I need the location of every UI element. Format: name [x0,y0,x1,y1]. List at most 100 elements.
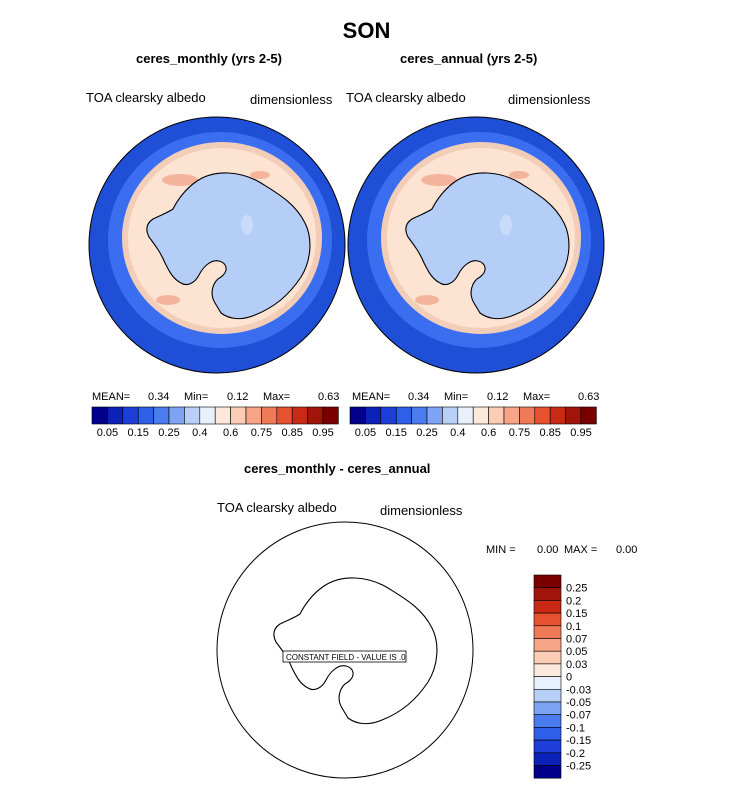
panel-1-colorbar-label: 0.95 [312,427,333,439]
diff-colorbar-swatch [533,587,562,601]
diff-annotation: CONSTANT FIELD - VALUE IS .0 [286,653,406,662]
panel-2-map [347,116,605,374]
page-title: SON [342,18,391,43]
panel-2-colorbar: 0.05 0.15 0.25 0.4 0.6 0.75 0.85 0.95 [349,406,597,439]
diff-colorbar-label: -0.25 [566,761,591,773]
panel-2-colorbar-swatch [503,406,520,425]
panel-2-colorbar-swatch [565,406,582,425]
diff-colorbar-label: -0.15 [566,735,591,747]
panel-2-colorbar-label: 0.15 [385,427,406,439]
panel-1-mean-label: MEAN= [92,391,130,403]
diff-colorbar-swatch [533,714,562,728]
panel-2-colorbar-swatch [580,406,597,425]
panel-2-units: dimensionless [508,92,591,107]
diff-colorbar-swatch [533,676,562,690]
diff-colorbar-swatch [533,752,562,766]
panel-2-colorbar-label: 0.4 [450,427,465,439]
panel-2-highland [500,215,512,235]
panel-2-colorbar-swatch [411,406,428,425]
panel-2-variable: TOA clearsky albedo [346,90,466,105]
diff-colorbar-swatch [533,765,562,779]
panel-1-colorbar-swatch [307,406,324,425]
panel-2-colorbar-label: 0.75 [509,427,530,439]
panel-1-mean: 0.34 [148,391,169,403]
panel-1-colorbar-label: 0.25 [158,427,179,439]
diff-colorbar-label: 0.03 [566,659,587,671]
diff-colorbar-swatch [533,663,562,677]
panel-1-stats: MEAN= 0.34 Min= 0.12 Max= 0.63 [92,391,339,403]
diff-colorbar-swatch [533,638,562,652]
diff-max-label: MAX = [564,544,597,556]
panel-1-colorbar-swatch [91,406,108,425]
panel-2-colorbar-label: 0.85 [539,427,560,439]
panel-1-subtitle: ceres_monthly (yrs 2-5) [136,51,282,66]
diff-colorbar: 0.250.20.150.10.070.050.030-0.03-0.05-0.… [533,574,591,779]
panel-1-colorbar-label: 0.75 [251,427,272,439]
diff-annotation-box [282,650,407,663]
panel-2-colorbar-swatch [380,406,397,425]
diff-colorbar-label: 0.15 [566,608,587,620]
diff-colorbar-swatch [533,574,562,588]
diff-colorbar-swatch [533,739,562,754]
diff-colorbar-swatch [533,650,562,665]
panel-2-colorbar-swatch [395,406,412,425]
diff-stats: MIN = 0.00 MAX = 0.00 [486,544,637,556]
panel-1-colorbar-swatch [214,406,231,425]
panel-2-colorbar-swatch [457,406,474,425]
diff-colorbar-label: -0.05 [566,697,591,709]
panel-2-subtitle: ceres_annual (yrs 2-5) [400,51,538,66]
panel-1-colorbar-swatch [137,406,154,425]
panel-1-colorbar-label: 0.15 [127,427,148,439]
panel-1-max: 0.63 [318,391,339,403]
panel-2-mean: 0.34 [408,391,429,403]
diff-colorbar-label: -0.2 [566,748,585,760]
panel-2-colorbar-swatch [442,406,459,425]
diff-map: CONSTANT FIELD - VALUE IS .0 [216,521,474,779]
panel-1-colorbar-label: 0.6 [223,427,238,439]
panel-2-patch [509,171,529,179]
panel-1-colorbar-swatch [245,406,262,425]
panel-1-colorbar-label: 0.85 [281,427,302,439]
diff-colorbar-swatch [533,612,562,627]
panel-2-mean-label: MEAN= [352,391,390,403]
diff-colorbar-label: 0.1 [566,621,581,633]
panel-2-min-label: Min= [444,391,468,403]
diff-colorbar-swatch [533,727,562,741]
panel-1-patch [162,174,198,186]
diff-variable: TOA clearsky albedo [217,500,337,515]
panel-2-max-label: Max= [523,391,550,403]
panel-1-map [88,116,346,374]
panel-2-stats: MEAN= 0.34 Min= 0.12 Max= 0.63 [352,391,599,403]
panel-2-patch [415,295,439,305]
panel-1-min-label: Min= [184,391,208,403]
panel-1-variable: TOA clearsky albedo [86,90,206,105]
panel-2-max: 0.63 [578,391,599,403]
diff-colorbar-swatch [533,625,562,639]
panel-2-colorbar-swatch [365,406,382,425]
panel-2-patch [421,174,457,186]
panel-1-units: dimensionless [250,92,333,107]
diff-colorbar-label: 0.05 [566,646,587,658]
diff-colorbar-swatch [533,600,562,614]
panel-2-colorbar-swatch [549,406,566,425]
diff-colorbar-swatch [533,688,562,703]
panel-1-min: 0.12 [227,391,248,403]
panel-1-colorbar-swatch [153,406,170,425]
panel-1-patch [156,295,180,305]
panel-2-colorbar-swatch [472,406,489,425]
panel-2-colorbar-label: 0.25 [416,427,437,439]
panel-1-border [88,116,346,374]
panel-2-colorbar-swatch [349,406,366,425]
panel-2-colorbar-swatch [488,406,505,425]
panel-1-highland [241,215,253,235]
diff-colorbar-swatch [533,701,562,715]
diff-colorbar-label: 0 [566,672,572,684]
diff-subtitle: ceres_monthly - ceres_annual [244,461,431,476]
panel-1-colorbar-swatch [322,406,339,425]
diff-colorbar-label: 0.2 [566,595,581,607]
diff-min-label: MIN = [486,544,516,556]
panel-2-colorbar-swatch [426,406,443,425]
panel-2-colorbar-swatch [534,406,551,425]
panel-1-colorbar: 0.05 0.15 0.25 0.4 0.6 0.75 0.85 0.95 [91,406,339,439]
